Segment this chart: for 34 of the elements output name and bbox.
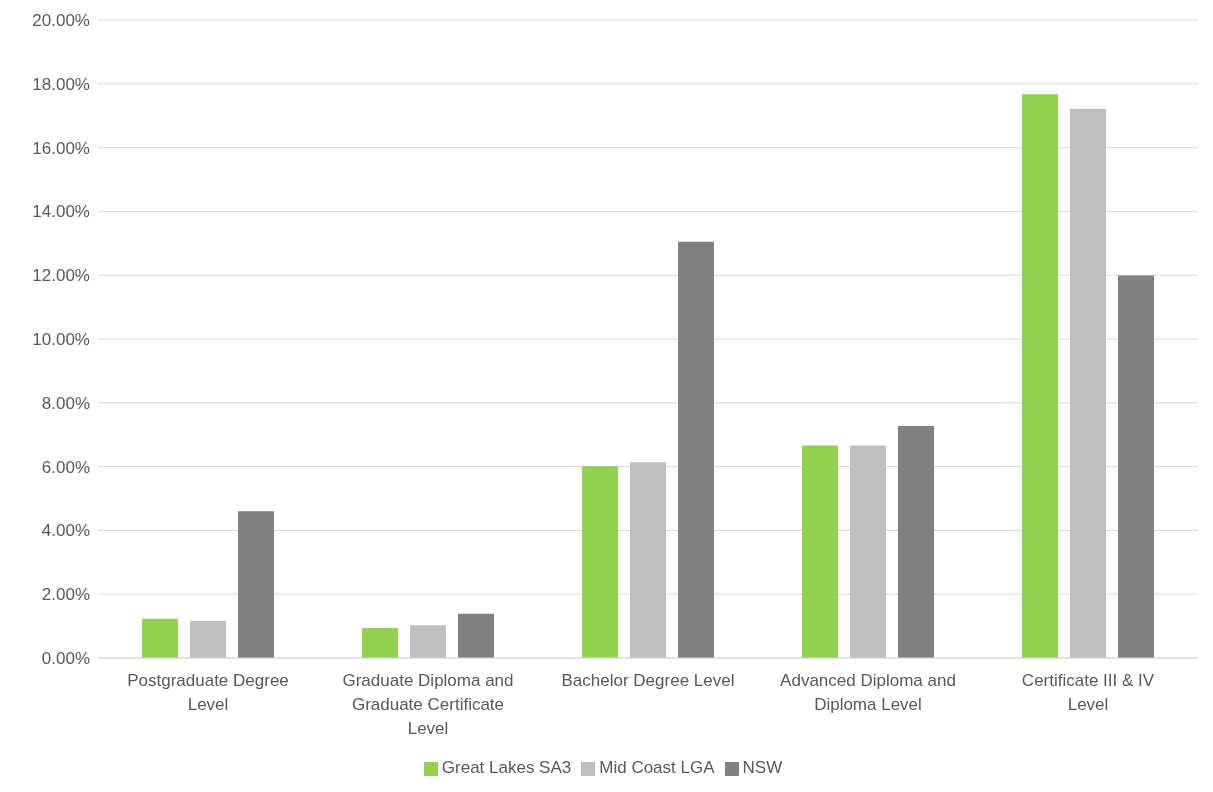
legend-label: Mid Coast LGA bbox=[599, 758, 715, 777]
bar bbox=[802, 445, 838, 658]
x-tick-label: Postgraduate Degree Level bbox=[127, 671, 289, 714]
bar bbox=[1070, 108, 1106, 658]
bar bbox=[850, 445, 886, 658]
bar bbox=[678, 241, 714, 658]
y-tick-label: 14.00% bbox=[32, 202, 90, 222]
y-tick-label: 20.00% bbox=[32, 11, 90, 31]
bar bbox=[190, 621, 226, 658]
x-tick-label: Advanced Diploma and Diploma Level bbox=[780, 671, 956, 714]
y-tick-label: 6.00% bbox=[41, 457, 90, 477]
y-tick-label: 8.00% bbox=[41, 393, 90, 413]
y-tick-label: 0.00% bbox=[41, 649, 90, 669]
bar bbox=[1118, 275, 1154, 658]
bar bbox=[458, 613, 494, 658]
bar bbox=[362, 628, 398, 658]
legend-label: NSW bbox=[742, 758, 783, 777]
bar bbox=[582, 466, 618, 658]
y-tick-label: 12.00% bbox=[32, 266, 90, 286]
x-tick-label: Certificate III & IV Level bbox=[1021, 671, 1155, 714]
bar bbox=[1022, 94, 1058, 658]
bar bbox=[898, 426, 934, 658]
y-tick-label: 18.00% bbox=[32, 74, 90, 94]
bar bbox=[238, 511, 274, 658]
y-tick-label: 10.00% bbox=[32, 330, 90, 350]
x-tick-label: Graduate Diploma and Graduate Certificate Level bbox=[342, 671, 514, 738]
bar bbox=[142, 618, 178, 658]
bar bbox=[410, 625, 446, 658]
y-tick-label: 16.00% bbox=[32, 138, 90, 158]
y-tick-label: 4.00% bbox=[41, 521, 90, 541]
x-tick-label: Bachelor Degree Level bbox=[561, 671, 735, 690]
y-tick-label: 2.00% bbox=[41, 585, 90, 605]
legend-label: Great Lakes SA3 bbox=[441, 758, 572, 777]
bar bbox=[630, 462, 666, 658]
